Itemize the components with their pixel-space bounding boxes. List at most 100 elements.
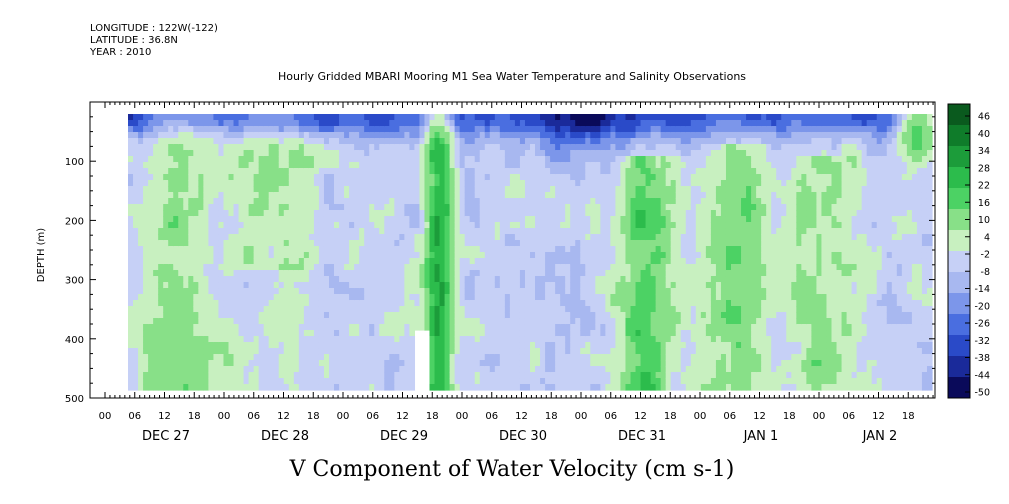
- heatmap-cell: [670, 294, 677, 301]
- heatmap-cell: [605, 246, 612, 253]
- heatmap-cell: [479, 204, 486, 211]
- heatmap-cell: [550, 252, 556, 259]
- heatmap-cell: [278, 138, 285, 145]
- heatmap-cell: [258, 156, 265, 163]
- heatmap-cell: [570, 312, 576, 319]
- heatmap-cell: [469, 384, 476, 391]
- heatmap-cell: [565, 384, 571, 391]
- heatmap-cell: [630, 156, 637, 163]
- heatmap-cell: [449, 354, 456, 361]
- heatmap-cell: [449, 156, 456, 163]
- heatmap-cell: [514, 222, 521, 229]
- heatmap-cell: [273, 252, 280, 259]
- heatmap-cell: [128, 180, 134, 187]
- heatmap-cell: [218, 372, 225, 379]
- heatmap-cell: [288, 168, 295, 175]
- heatmap-cell: [183, 240, 189, 247]
- heatmap-cell: [635, 156, 642, 163]
- heatmap-cell: [153, 282, 159, 289]
- heatmap-cell: [439, 180, 446, 187]
- heatmap-cell: [318, 324, 325, 331]
- heatmap-cell: [128, 384, 134, 391]
- heatmap-cell: [218, 210, 225, 217]
- heatmap-cell: [158, 342, 164, 349]
- heatmap-cell: [208, 318, 215, 325]
- heatmap-cell: [389, 318, 395, 325]
- heatmap-cell: [469, 372, 476, 379]
- heatmap-cell: [323, 222, 330, 229]
- heatmap-cell: [318, 282, 325, 289]
- heatmap-cell: [288, 162, 295, 169]
- heatmap-cell: [625, 138, 632, 145]
- heatmap-cell: [399, 240, 405, 247]
- heatmap-cell: [344, 384, 350, 391]
- heatmap-cell: [379, 264, 385, 271]
- heatmap-cell: [565, 240, 571, 247]
- heatmap-cell: [253, 264, 260, 271]
- heatmap-cell: [178, 336, 184, 343]
- heatmap-cell: [575, 174, 581, 181]
- heatmap-cell: [459, 246, 466, 253]
- heatmap-cell: [429, 276, 436, 283]
- heatmap-cell: [655, 222, 662, 229]
- heatmap-cell: [590, 384, 596, 391]
- heatmap-cell: [143, 372, 149, 379]
- heatmap-cell: [354, 360, 360, 367]
- heatmap-cell: [128, 120, 134, 127]
- heatmap-cell: [248, 372, 255, 379]
- heatmap-cell: [173, 234, 179, 241]
- heatmap-cell: [354, 240, 360, 247]
- heatmap-cell: [610, 348, 617, 355]
- heatmap-cell: [600, 120, 606, 127]
- heatmap-cell: [268, 132, 275, 139]
- heatmap-cell: [540, 312, 546, 319]
- heatmap-cell: [655, 306, 662, 313]
- heatmap-cell: [414, 234, 421, 241]
- heatmap-cell: [303, 384, 310, 391]
- heatmap-cell: [565, 210, 571, 217]
- heatmap-cell: [318, 198, 325, 205]
- heatmap-cell: [349, 318, 355, 325]
- heatmap-cell: [168, 324, 174, 331]
- heatmap-cell: [424, 126, 431, 133]
- heatmap-cell: [530, 234, 536, 241]
- heatmap-cell: [288, 252, 295, 259]
- heatmap-cell: [233, 114, 240, 121]
- heatmap-cell: [308, 204, 315, 211]
- heatmap-cell: [429, 174, 436, 181]
- heatmap-cell: [323, 144, 330, 151]
- heatmap-cell: [665, 360, 672, 367]
- heatmap-cell: [610, 300, 617, 307]
- heatmap-cell: [535, 186, 541, 193]
- heatmap-cell: [213, 228, 220, 235]
- heatmap-cell: [153, 114, 159, 121]
- heatmap-cell: [570, 246, 576, 253]
- heatmap-cell: [429, 378, 436, 385]
- heatmap-cell: [203, 324, 210, 331]
- heatmap-cell: [288, 204, 295, 211]
- heatmap-cell: [218, 180, 225, 187]
- heatmap-cell: [313, 288, 320, 295]
- heatmap-cell: [489, 324, 496, 331]
- heatmap-cell: [218, 270, 225, 277]
- heatmap-cell: [650, 288, 657, 295]
- heatmap-cell: [349, 162, 355, 169]
- heatmap-cell: [243, 282, 250, 289]
- heatmap-cell: [203, 330, 210, 337]
- heatmap-cell: [404, 366, 411, 373]
- heatmap-cell: [183, 258, 189, 265]
- heatmap-cell: [439, 294, 446, 301]
- heatmap-cell: [228, 150, 235, 157]
- heatmap-cell: [514, 264, 521, 271]
- heatmap-cell: [484, 216, 491, 223]
- heatmap-cell: [258, 120, 265, 127]
- heatmap-cell: [213, 312, 220, 319]
- heatmap-cell: [303, 150, 310, 157]
- heatmap-cell: [364, 318, 370, 325]
- heatmap-cell: [555, 354, 561, 361]
- heatmap-cell: [600, 276, 606, 283]
- heatmap-cell: [268, 270, 275, 277]
- heatmap-cell: [133, 378, 139, 385]
- heatmap-cell: [168, 180, 174, 187]
- heatmap-cell: [354, 372, 360, 379]
